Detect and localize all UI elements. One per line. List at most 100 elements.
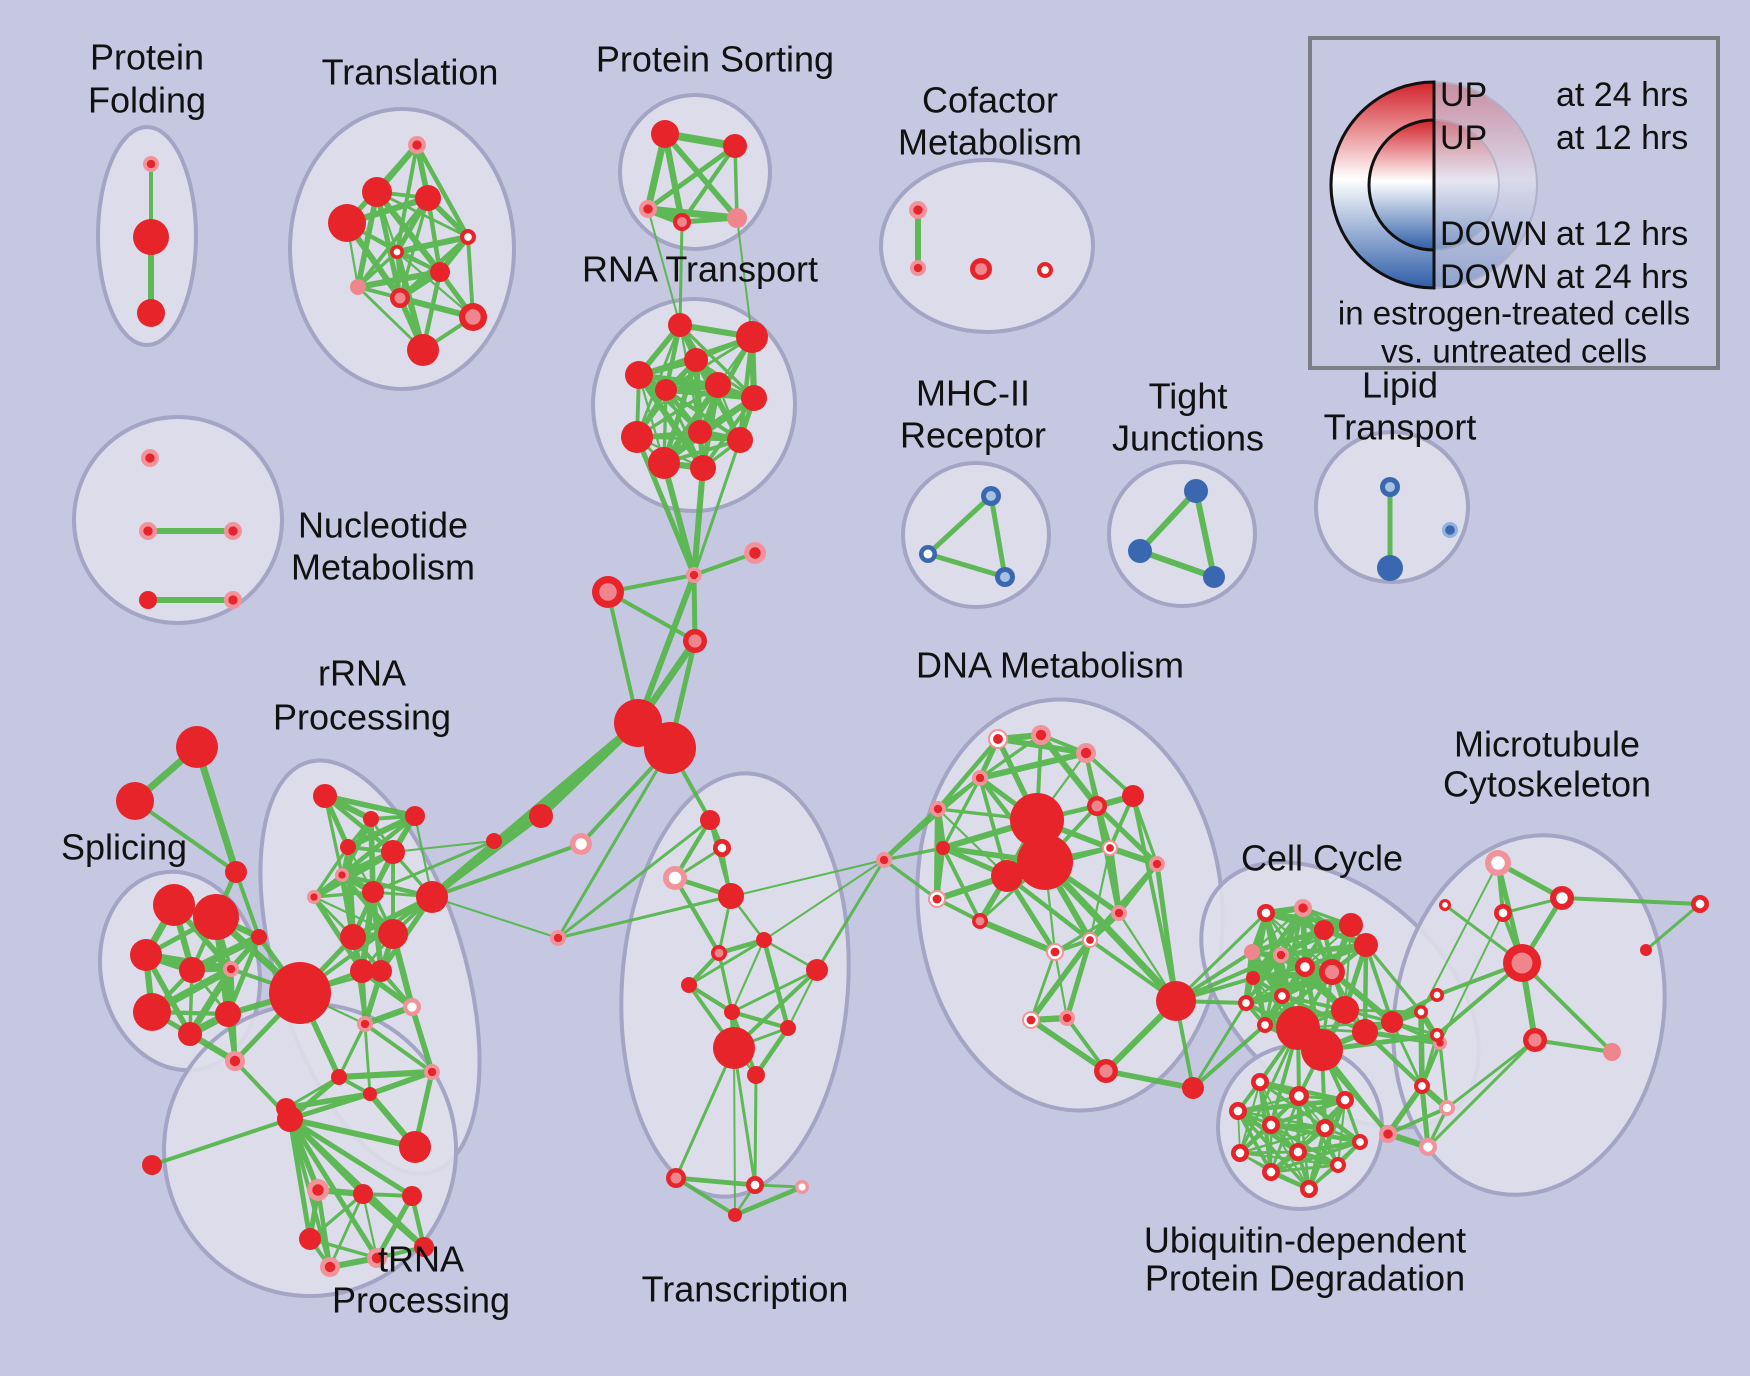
node-cm3 <box>1037 262 1053 278</box>
edge <box>287 1116 380 1261</box>
edge <box>686 982 735 1015</box>
node-dn11 <box>928 890 946 908</box>
node-s4 <box>223 961 239 977</box>
node-h6 <box>414 1237 434 1257</box>
node-rt0 <box>668 313 692 337</box>
cluster-label-ubiquitin-line1: Ubiquitin-dependent <box>1144 1220 1466 1261</box>
node-dn8 <box>1102 840 1118 856</box>
node-s0 <box>153 884 195 926</box>
cluster-label-translation: Translation <box>322 52 499 93</box>
edge <box>1029 950 1057 1022</box>
node-r5 <box>307 890 321 904</box>
node-r14 <box>357 1016 373 1032</box>
node-r16 <box>331 1069 347 1085</box>
cluster-label-rrna-line1: rRNA <box>318 653 406 694</box>
edge <box>1249 968 1336 982</box>
edge <box>679 143 738 225</box>
edge <box>701 396 756 470</box>
edge <box>732 1046 757 1187</box>
node-u11 <box>1300 1180 1318 1198</box>
edge <box>287 1116 313 1242</box>
edge <box>287 1116 427 1250</box>
nodes <box>116 120 1709 1277</box>
edge <box>1386 1106 1449 1136</box>
edge <box>687 938 766 987</box>
node-mt3 <box>1503 944 1541 982</box>
node-h2 <box>402 1186 422 1206</box>
edge <box>1426 1038 1537 1149</box>
edge <box>1037 731 1101 810</box>
edge <box>674 1176 737 1217</box>
node-cc11 <box>1238 995 1254 1011</box>
node-rt8 <box>688 420 712 444</box>
edge <box>729 1009 791 1031</box>
edge <box>363 1022 372 1096</box>
node-rt3 <box>684 348 708 372</box>
edge <box>409 1004 435 1075</box>
node-mt2 <box>1494 904 1512 922</box>
node-cc10 <box>1274 988 1290 1004</box>
cluster-mhc-ellipse <box>901 461 1051 609</box>
node-cm0 <box>909 201 927 219</box>
node-rt5 <box>705 372 731 398</box>
edge <box>356 196 430 289</box>
node-r18 <box>399 1131 431 1163</box>
node-mid1 <box>486 833 502 849</box>
node-rt1 <box>736 321 768 353</box>
node-cc5 <box>1244 944 1260 960</box>
edge <box>673 1175 758 1188</box>
edge <box>606 590 697 643</box>
node-rt11 <box>690 455 716 481</box>
node-h3 <box>299 1228 321 1250</box>
edge <box>1269 1163 1340 1174</box>
node-dn17 <box>1094 1059 1118 1083</box>
node-mt7 <box>1430 1028 1444 1042</box>
edge <box>335 1068 436 1081</box>
edge <box>367 1069 435 1097</box>
node-cc22 <box>1379 1125 1397 1143</box>
node-r11 <box>350 959 374 983</box>
node-cm1 <box>910 260 926 276</box>
node-dn15 <box>1022 1011 1040 1029</box>
node-t4 <box>460 229 476 245</box>
node-cc20 <box>1414 1078 1430 1094</box>
edge <box>1420 862 1499 1013</box>
cluster-label-microtubule-line1: Microtubule <box>1454 724 1640 765</box>
legend-caption-line1: in estrogen-treated cells <box>1338 295 1690 332</box>
node-t10 <box>407 334 439 366</box>
node-hub1 <box>644 722 696 774</box>
edge <box>936 807 1009 878</box>
node-r9 <box>378 919 408 949</box>
edge <box>1328 968 1396 1026</box>
edge <box>978 776 1009 878</box>
edge <box>374 1193 415 1261</box>
node-tn10 <box>780 1020 796 1036</box>
node-dn6 <box>1087 796 1107 816</box>
edge <box>763 859 885 941</box>
edge <box>678 220 684 327</box>
edge <box>1106 844 1161 868</box>
edge <box>730 968 819 1014</box>
node-tn9 <box>713 1027 755 1069</box>
edge <box>662 131 740 221</box>
edge <box>1191 1023 1267 1090</box>
node-s3 <box>179 957 205 983</box>
node-cc7 <box>1295 957 1315 977</box>
node-s5 <box>133 993 171 1031</box>
cluster-label-rrna-line2: Processing <box>273 697 451 738</box>
cluster-label-mhc-line1: MHC-II <box>916 373 1030 414</box>
edge <box>1644 902 1702 952</box>
node-h1 <box>353 1184 373 1204</box>
edge <box>1238 1126 1327 1155</box>
node-c2 <box>592 576 624 608</box>
edge <box>1131 794 1178 1003</box>
node-cc9 <box>1246 971 1260 985</box>
edge <box>736 217 753 338</box>
edge <box>234 870 261 939</box>
node-tn8 <box>724 1004 740 1020</box>
node-lt0 <box>1380 477 1400 497</box>
cluster-label-mhc-line2: Receptor <box>900 415 1046 456</box>
legend-time-0: at 24 hrs <box>1556 76 1688 114</box>
node-nm1 <box>139 522 157 540</box>
